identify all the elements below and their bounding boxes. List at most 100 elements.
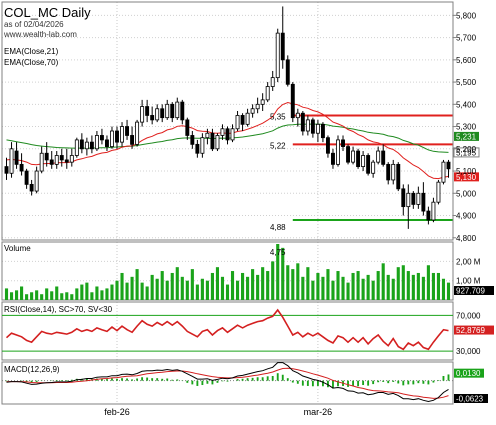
down-candle — [145, 106, 150, 116]
volume-bar — [130, 276, 134, 300]
volume-bar — [160, 271, 164, 300]
up-candle — [215, 135, 220, 150]
candle — [9, 142, 14, 178]
down-candle — [150, 115, 155, 121]
candle — [165, 99, 170, 120]
down-candle — [210, 132, 215, 150]
up-candle — [235, 115, 240, 130]
volume-last-tag-label: 927.709 — [456, 287, 485, 296]
down-candle — [170, 103, 175, 119]
candle — [295, 108, 300, 127]
volume-bar — [175, 267, 179, 300]
candle — [220, 124, 225, 140]
down-candle — [300, 112, 305, 132]
candle — [300, 110, 305, 136]
volume-bar — [60, 293, 64, 300]
up-candle — [205, 132, 210, 139]
symbol-title: COL_MC Daily — [4, 5, 91, 20]
up-candle — [9, 148, 14, 174]
up-candle — [230, 128, 235, 141]
candle — [64, 148, 69, 169]
candle — [84, 137, 89, 156]
rsi-tick-label: 30,000 — [456, 347, 481, 356]
volume-bar — [85, 282, 89, 300]
volume-bar — [195, 284, 199, 300]
last-price-tag-label: 5,231 — [456, 132, 477, 141]
down-candle — [331, 152, 335, 165]
volume-bar — [421, 276, 425, 300]
down-candle — [280, 32, 285, 61]
price-tick-label: 5,200 — [456, 145, 477, 154]
volume-bar — [271, 261, 275, 300]
volume-bar — [356, 271, 360, 300]
volume-bar — [261, 267, 265, 300]
volume-bar — [80, 284, 84, 300]
volume-bar — [205, 280, 209, 300]
candle — [125, 119, 130, 140]
candle — [275, 28, 280, 83]
candle — [54, 151, 59, 169]
up-candle — [69, 155, 74, 163]
volume-bar — [180, 276, 184, 300]
down-candle — [44, 152, 49, 161]
candle — [210, 128, 215, 152]
volume-last-tag-bg — [454, 286, 494, 295]
up-candle — [54, 155, 59, 165]
down-candle — [290, 83, 295, 119]
volume-bar — [391, 278, 395, 300]
up-candle — [155, 108, 160, 121]
volume-bar — [326, 269, 330, 300]
down-candle — [89, 141, 94, 150]
candle — [260, 93, 265, 111]
down-candle — [386, 163, 391, 181]
down-candle — [59, 155, 64, 161]
price-tick-label: 5,700 — [456, 34, 477, 43]
volume-bar — [446, 282, 451, 300]
macd-signal-line — [6, 367, 449, 399]
volume-bar — [125, 282, 129, 300]
rsi-pane-frame — [1, 301, 454, 361]
price-tick-label: 5,400 — [456, 100, 477, 109]
candle — [74, 137, 79, 158]
candle — [351, 146, 356, 165]
candle — [225, 126, 230, 145]
up-candle — [39, 152, 44, 172]
candle — [4, 157, 9, 180]
candle — [325, 135, 330, 158]
volume-bar — [220, 276, 225, 300]
volume-bar — [301, 276, 305, 300]
up-candle — [245, 112, 250, 125]
rsi-tick-label: 70,000 — [456, 311, 481, 320]
volume-bar — [25, 294, 29, 300]
down-candle — [4, 166, 9, 174]
down-candle — [64, 159, 69, 163]
up-candle — [416, 192, 421, 205]
volume-bar — [75, 288, 79, 300]
price-tick-label: 4,800 — [456, 234, 477, 243]
rsi-last-tag-bg — [454, 325, 494, 335]
volume-bar — [361, 278, 365, 300]
candle — [200, 133, 205, 158]
macd-line — [6, 362, 449, 403]
volume-bar — [50, 291, 54, 300]
candle — [250, 104, 255, 118]
price-tick-label: 5,000 — [456, 189, 477, 198]
volume-bar — [190, 269, 194, 300]
last-price-tag: 5,195 — [453, 147, 480, 158]
candle — [371, 159, 376, 178]
volume-bar — [246, 276, 250, 300]
candle — [320, 122, 325, 143]
macd-last-tag: -0,0623 — [454, 394, 488, 404]
volume-bar — [371, 280, 375, 300]
x-tick-label: mar-26 — [304, 407, 333, 417]
volume-bar — [306, 267, 310, 300]
candle — [391, 159, 396, 185]
volume-bar — [150, 274, 154, 300]
candle — [155, 104, 160, 123]
candle — [265, 82, 270, 103]
up-candle — [84, 141, 89, 150]
candle — [180, 99, 185, 125]
volume-bar — [14, 290, 19, 300]
volume-bar — [396, 267, 400, 300]
candle — [39, 146, 44, 174]
